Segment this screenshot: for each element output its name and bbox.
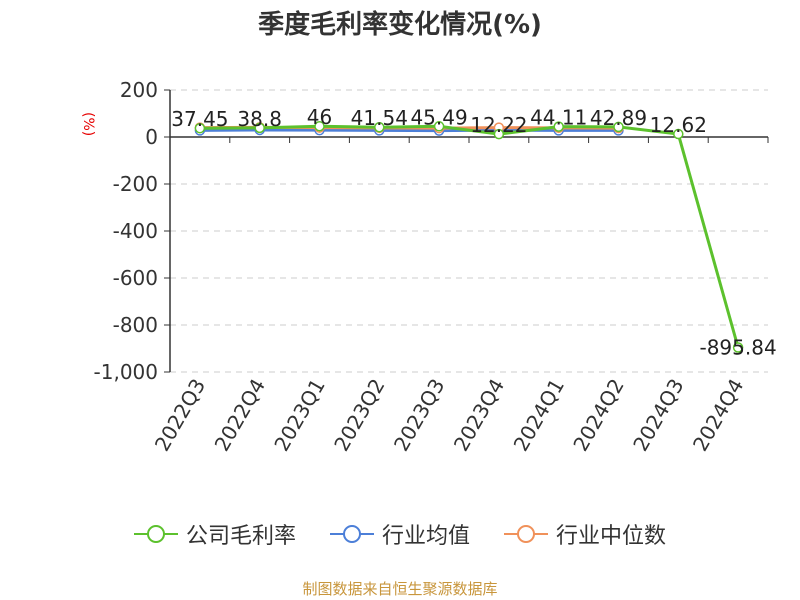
legend-industry-avg-marker xyxy=(329,525,374,543)
data-point-company[interactable] xyxy=(493,128,505,140)
x-tick-label: 2023Q2 xyxy=(329,375,389,456)
data-label-company: 41.54 xyxy=(351,106,408,130)
data-point-company[interactable] xyxy=(374,121,385,133)
chart-title: 季度毛利率变化情况(%) xyxy=(258,10,542,40)
y-tick-label: -200 xyxy=(113,172,158,196)
legend-label-industry-median: 行业中位数 xyxy=(556,524,667,549)
data-point-company[interactable] xyxy=(314,120,325,132)
data-labels: 37.45 38.8 46 41.54 45.49 12.22 44.11 42.89 12.6… xyxy=(171,105,776,359)
data-point-company[interactable] xyxy=(553,121,564,132)
series-line-industry-avg xyxy=(199,128,619,133)
y-tick-label: -800 xyxy=(113,313,158,337)
x-tick-label: 2023Q1 xyxy=(269,375,329,456)
y-tick-label: -1,000 xyxy=(94,360,158,384)
x-tick-label: 2022Q3 xyxy=(150,375,210,456)
x-tick-label: 2024Q1 xyxy=(509,375,569,456)
data-point-company[interactable] xyxy=(613,121,624,133)
legend-item-industry-avg[interactable]: 行业均值 xyxy=(329,518,470,550)
data-label-company: 37.45 xyxy=(171,107,228,131)
data-point-company[interactable] xyxy=(254,122,265,134)
data-label-company: 46 xyxy=(307,105,332,129)
data-label-company: 12.62 xyxy=(650,113,707,137)
data-label-company: -895.84 xyxy=(699,336,776,360)
data-label-company: 44.11 xyxy=(530,106,587,130)
y-tick-label: 0 xyxy=(145,125,158,149)
x-tick-label: 2024Q3 xyxy=(628,375,688,456)
data-label-company: 38.8 xyxy=(237,107,282,131)
y-tick-label: 200 xyxy=(120,78,158,102)
series-lines xyxy=(194,120,744,353)
x-tick-label: 2022Q4 xyxy=(210,375,270,456)
legend-label-company: 公司毛利率 xyxy=(185,524,296,549)
legend: 公司毛利率 行业均值 行业中位数 xyxy=(0,518,800,550)
x-tick-label: 2024Q2 xyxy=(568,375,628,456)
legend-industry-median-marker xyxy=(504,525,548,543)
y-tick-label: -400 xyxy=(113,219,158,243)
data-point-company[interactable] xyxy=(732,342,744,353)
grid-lines xyxy=(170,89,768,373)
legend-item-industry-median[interactable]: 行业中位数 xyxy=(504,518,666,550)
x-tick-label: 2024Q4 xyxy=(688,375,748,456)
data-label-company: 45.49 xyxy=(410,105,467,129)
legend-item-company[interactable]: 公司毛利率 xyxy=(133,518,296,550)
legend-label-industry-avg: 行业均值 xyxy=(381,524,470,549)
x-tick-label: 2023Q3 xyxy=(389,374,449,455)
data-point-company[interactable] xyxy=(194,122,206,134)
x-tick-label: 2023Q4 xyxy=(449,375,509,456)
legend-company-marker xyxy=(133,525,178,543)
y-tick-label: -600 xyxy=(113,266,158,290)
data-source-note: 制图数据来自恒生聚源数据库 xyxy=(302,580,498,598)
series-line-company xyxy=(199,124,740,348)
data-label-company: 42.89 xyxy=(590,106,647,130)
data-point-company[interactable] xyxy=(433,121,445,132)
data-point-company[interactable] xyxy=(673,128,684,140)
data-label-company: 12.22 xyxy=(470,113,527,137)
